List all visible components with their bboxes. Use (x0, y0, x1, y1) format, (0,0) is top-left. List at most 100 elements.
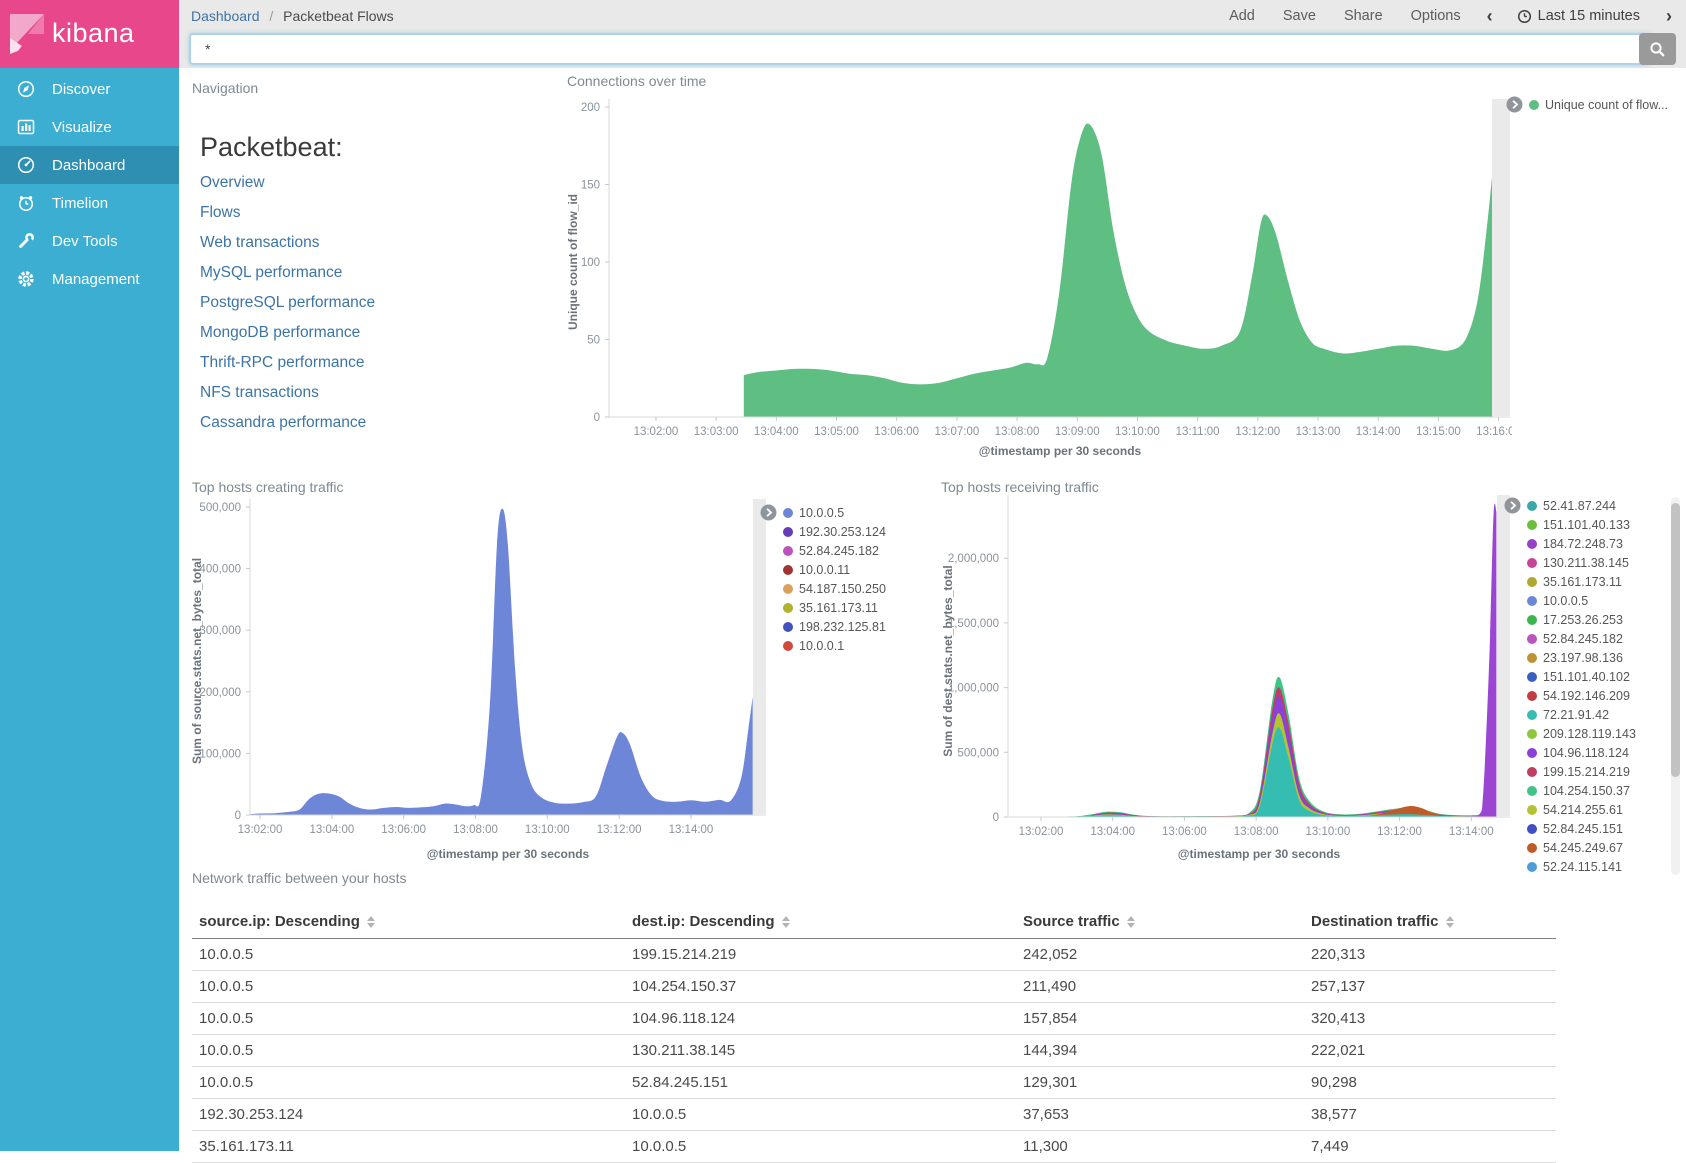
sidebar-item-visualize[interactable]: Visualize (0, 108, 179, 146)
legend-item[interactable]: 17.253.26.253 (1527, 610, 1636, 629)
x-tick-label: 13:12:00 (1377, 826, 1422, 838)
legend-item[interactable]: 104.96.118.124 (1527, 743, 1636, 762)
legend-item[interactable]: 54.192.146.209 (1527, 686, 1636, 705)
legend-label: Unique count of flow... (1545, 97, 1668, 112)
legend-item[interactable]: 151.101.40.133 (1527, 515, 1636, 534)
table-cell: 10.0.0.5 (625, 1130, 1016, 1163)
legend-item[interactable]: 104.254.150.37 (1527, 781, 1636, 800)
sidebar-item-dashboard[interactable]: Dashboard (0, 146, 179, 184)
legend-toggle-chevron-icon[interactable] (1504, 497, 1521, 519)
legend-item[interactable]: 23.197.98.136 (1527, 648, 1636, 667)
legend-item[interactable]: 35.161.173.11 (1527, 572, 1636, 591)
legend-label: 54.192.146.209 (1543, 688, 1630, 703)
table-row: 10.0.0.5 104.254.150.37 211,490 257,137 (192, 970, 1556, 1003)
legend-item[interactable]: 199.15.214.219 (1527, 762, 1636, 781)
add-button[interactable]: Add (1229, 8, 1255, 24)
x-tick-label: 13:06:00 (381, 824, 426, 836)
nav-link-mongodb-performance[interactable]: MongoDB performance (200, 324, 361, 341)
table-cell: 130.211.38.145 (625, 1034, 1016, 1067)
nav-link-thrift-rpc-performance[interactable]: Thrift-RPC performance (200, 354, 365, 371)
breadcrumb: Dashboard / Packetbeat Flows (191, 8, 394, 24)
legend-item[interactable]: 52.24.115.141 (1527, 857, 1636, 876)
column-header-label: source.ip: Descending (199, 913, 360, 930)
search-button[interactable] (1639, 33, 1676, 65)
legend-item[interactable]: 10.0.0.11 (783, 560, 886, 579)
x-tick-label: 13:14:00 (1449, 826, 1494, 838)
nav-link-flows[interactable]: Flows (200, 204, 241, 221)
nav-link-cassandra-performance[interactable]: Cassandra performance (200, 414, 367, 431)
sidebar-item-discover[interactable]: Discover (0, 70, 179, 108)
legend-0: Unique count of flow... (1506, 95, 1668, 118)
nav-link-web-transactions[interactable]: Web transactions (200, 234, 320, 251)
legend-label: 151.101.40.133 (1543, 517, 1630, 532)
legend-item[interactable]: 184.72.248.73 (1527, 534, 1636, 553)
legend-dot-icon (1527, 690, 1537, 701)
legend-item[interactable]: Unique count of flow... (1529, 95, 1668, 114)
legend-item[interactable]: 72.21.91.42 (1527, 705, 1636, 724)
sidebar-item-management[interactable]: Management (0, 260, 179, 298)
sidebar-item-label: Timelion (52, 194, 109, 212)
legend-item[interactable]: 10.0.0.1 (783, 636, 886, 655)
options-button[interactable]: Options (1410, 8, 1461, 24)
sidebar-item-dev-tools[interactable]: Dev Tools (0, 222, 179, 260)
column-header-destination-traffic[interactable]: Destination traffic (1304, 905, 1556, 939)
legend-item[interactable]: 10.0.0.5 (1527, 591, 1636, 610)
legend-item[interactable]: 54.214.255.61 (1527, 800, 1636, 819)
time-back-button[interactable]: ‹ (1486, 6, 1493, 26)
y-tick-label: 1,000,000 (948, 683, 999, 695)
nav-link-mysql-performance[interactable]: MySQL performance (200, 264, 343, 281)
kibana-logo-text: kibana (52, 18, 135, 48)
area-series-unique-count-of-flow-id (743, 123, 1493, 417)
x-tick-label: 13:15:00 (1416, 426, 1461, 438)
legend-item[interactable]: 209.128.119.143 (1527, 724, 1636, 743)
legend-toggle-chevron-icon[interactable] (1506, 96, 1523, 118)
nav-link-nfs-transactions[interactable]: NFS transactions (200, 384, 319, 401)
legend-label: 52.84.245.182 (1543, 631, 1623, 646)
legend-item[interactable]: 52.84.245.151 (1527, 819, 1636, 838)
x-tick-label: 13:02:00 (238, 824, 283, 836)
incomplete-bucket-band (1492, 99, 1510, 416)
table-cell: 10.0.0.5 (192, 938, 625, 971)
legend-item[interactable]: 192.30.253.124 (783, 522, 886, 541)
legend-item[interactable]: 52.84.245.182 (783, 541, 886, 560)
y-tick-label: 50 (587, 335, 600, 347)
legend-toggle-chevron-icon[interactable] (760, 504, 777, 526)
legend-scrollbar-thumb[interactable] (1671, 503, 1680, 777)
share-button[interactable]: Share (1343, 8, 1383, 24)
column-header-source-traffic[interactable]: Source traffic (1016, 905, 1304, 939)
network-traffic-table: source.ip: Descending dest.ip: Descending… (192, 905, 1556, 1163)
legend-item[interactable]: 52.84.245.182 (1527, 629, 1636, 648)
legend-item[interactable]: 10.0.0.5 (783, 503, 886, 522)
save-button[interactable]: Save (1282, 8, 1316, 24)
topbar: Dashboard / Packetbeat Flows Add Save Shar… (179, 0, 1686, 68)
legend-item[interactable]: 198.232.125.81 (783, 617, 886, 636)
legend-label: 209.128.119.143 (1543, 726, 1636, 741)
legend-dot-icon (783, 526, 793, 537)
breadcrumb-current-page: Packetbeat Flows (283, 8, 394, 24)
legend-item[interactable]: 52.41.87.244 (1527, 496, 1636, 515)
search-input[interactable] (189, 33, 1651, 65)
legend-item[interactable]: 54.245.249.67 (1527, 838, 1636, 857)
column-header-dest-ip-descending[interactable]: dest.ip: Descending (625, 905, 1016, 939)
time-picker[interactable]: Last 15 minutes (1517, 8, 1640, 24)
time-forward-button[interactable]: › (1666, 6, 1672, 26)
legend-dot-icon (1527, 576, 1537, 587)
x-tick-label: 13:02:00 (1019, 826, 1064, 838)
legend-item[interactable]: 151.101.40.102 (1527, 667, 1636, 686)
y-tick-label: 500,000 (957, 747, 999, 759)
table-row: 10.0.0.5 104.96.118.124 157,854 320,413 (192, 1002, 1556, 1035)
nav-link-overview[interactable]: Overview (200, 174, 265, 191)
column-header-source-ip-descending[interactable]: source.ip: Descending (192, 905, 625, 939)
nav-link-postgresql-performance[interactable]: PostgreSQL performance (200, 294, 376, 311)
table-cell: 38,577 (1304, 1098, 1556, 1131)
breadcrumb-dashboard-link[interactable]: Dashboard (191, 8, 260, 24)
sidebar-item-timelion[interactable]: Timelion (0, 184, 179, 222)
kibana-logo[interactable]: kibana (0, 0, 179, 68)
column-header-label: Destination traffic (1311, 913, 1439, 930)
legend-dot-icon (1527, 823, 1537, 834)
area-series-72-21-91-42 (1019, 727, 1490, 817)
legend-item[interactable]: 54.187.150.250 (783, 579, 886, 598)
legend-item[interactable]: 130.211.38.145 (1527, 553, 1636, 572)
legend-item[interactable]: 35.161.173.11 (783, 598, 886, 617)
table-cell: 222,021 (1304, 1034, 1556, 1067)
